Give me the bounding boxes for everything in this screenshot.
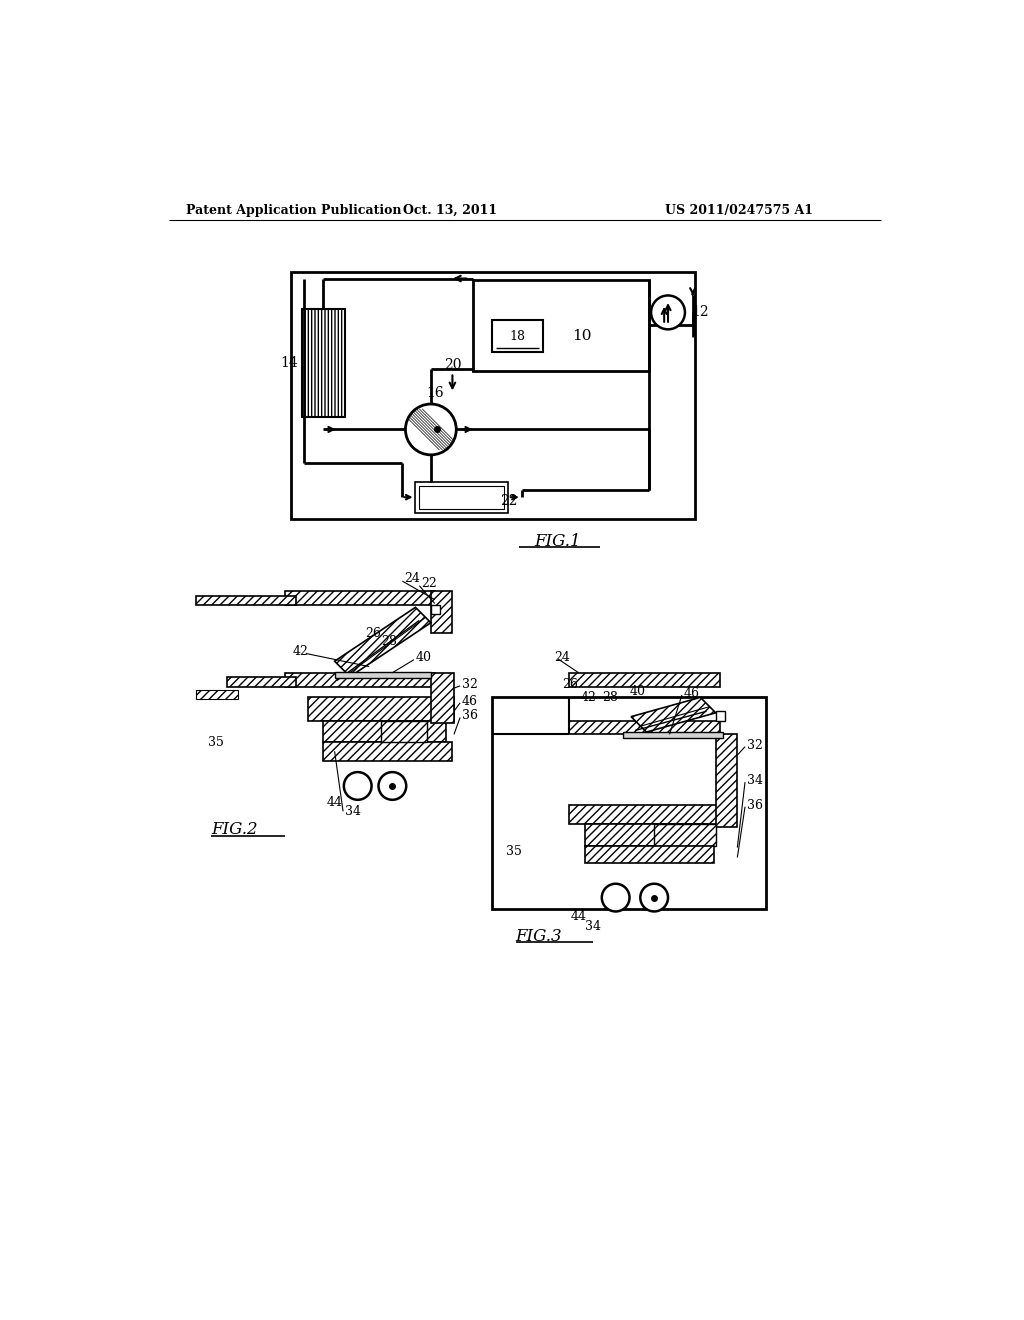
Text: 22: 22 [422, 577, 437, 590]
Bar [493, 697, 766, 909]
Text: 20: 20 [443, 358, 461, 372]
Circle shape [651, 296, 685, 330]
Text: 24: 24 [403, 573, 420, 585]
Text: 35: 35 [506, 845, 521, 858]
Circle shape [344, 772, 372, 800]
Bar [291, 272, 695, 519]
Bar [716, 734, 737, 826]
Text: 32: 32 [746, 739, 763, 751]
Text: 32: 32 [462, 677, 477, 690]
Text: 10: 10 [572, 330, 592, 343]
Text: 44: 44 [327, 796, 343, 809]
Text: 34: 34 [585, 920, 601, 933]
Text: 36: 36 [462, 709, 477, 722]
Polygon shape [631, 697, 716, 733]
Text: 35: 35 [208, 735, 223, 748]
Text: FIG.3: FIG.3 [515, 928, 562, 945]
Bar [419, 486, 504, 508]
Bar [585, 825, 708, 846]
Text: 26: 26 [366, 627, 381, 640]
Bar [716, 711, 725, 721]
Bar [307, 697, 454, 721]
Bar [335, 672, 431, 678]
Text: 34: 34 [345, 805, 360, 818]
Text: 34: 34 [746, 774, 763, 787]
Text: 14: 14 [280, 356, 298, 370]
Bar [569, 721, 720, 734]
Bar [323, 742, 453, 762]
Bar [431, 673, 454, 723]
Bar [226, 677, 296, 686]
Text: 40: 40 [416, 651, 431, 664]
Text: 24: 24 [554, 651, 569, 664]
Bar [585, 846, 714, 863]
Text: 28: 28 [602, 690, 617, 704]
Text: 46: 46 [683, 686, 699, 700]
Bar [323, 721, 446, 742]
Bar [301, 309, 345, 417]
Bar [196, 689, 239, 700]
Bar [654, 825, 716, 846]
Circle shape [640, 884, 668, 911]
Text: 26: 26 [562, 677, 578, 690]
Bar [624, 733, 724, 738]
Text: FIG.1: FIG.1 [535, 533, 582, 550]
Text: 18: 18 [510, 330, 525, 343]
Text: 44: 44 [571, 911, 587, 924]
Polygon shape [335, 607, 431, 677]
Text: US 2011/0247575 A1: US 2011/0247575 A1 [665, 205, 813, 218]
Text: 36: 36 [746, 799, 763, 812]
Bar [493, 321, 543, 352]
Text: 40: 40 [630, 685, 645, 698]
Text: 12: 12 [691, 305, 709, 319]
Circle shape [602, 884, 630, 911]
Bar [285, 591, 435, 605]
Text: Patent Application Publication: Patent Application Publication [186, 205, 401, 218]
Bar [285, 673, 435, 686]
Bar [473, 280, 649, 371]
Text: 46: 46 [462, 694, 477, 708]
Bar [196, 595, 296, 605]
Text: 16: 16 [426, 387, 443, 400]
Circle shape [379, 772, 407, 800]
Text: Oct. 13, 2011: Oct. 13, 2011 [403, 205, 498, 218]
Bar [569, 805, 720, 825]
Text: 22: 22 [500, 494, 518, 508]
Bar [381, 721, 427, 742]
Circle shape [406, 404, 457, 455]
Text: 42: 42 [292, 644, 308, 657]
Text: 42: 42 [581, 690, 597, 704]
Bar [569, 673, 720, 686]
Bar [416, 482, 508, 512]
Text: FIG.2: FIG.2 [211, 821, 258, 838]
Bar [431, 605, 440, 614]
Text: 28: 28 [381, 635, 396, 648]
Bar [431, 591, 453, 634]
